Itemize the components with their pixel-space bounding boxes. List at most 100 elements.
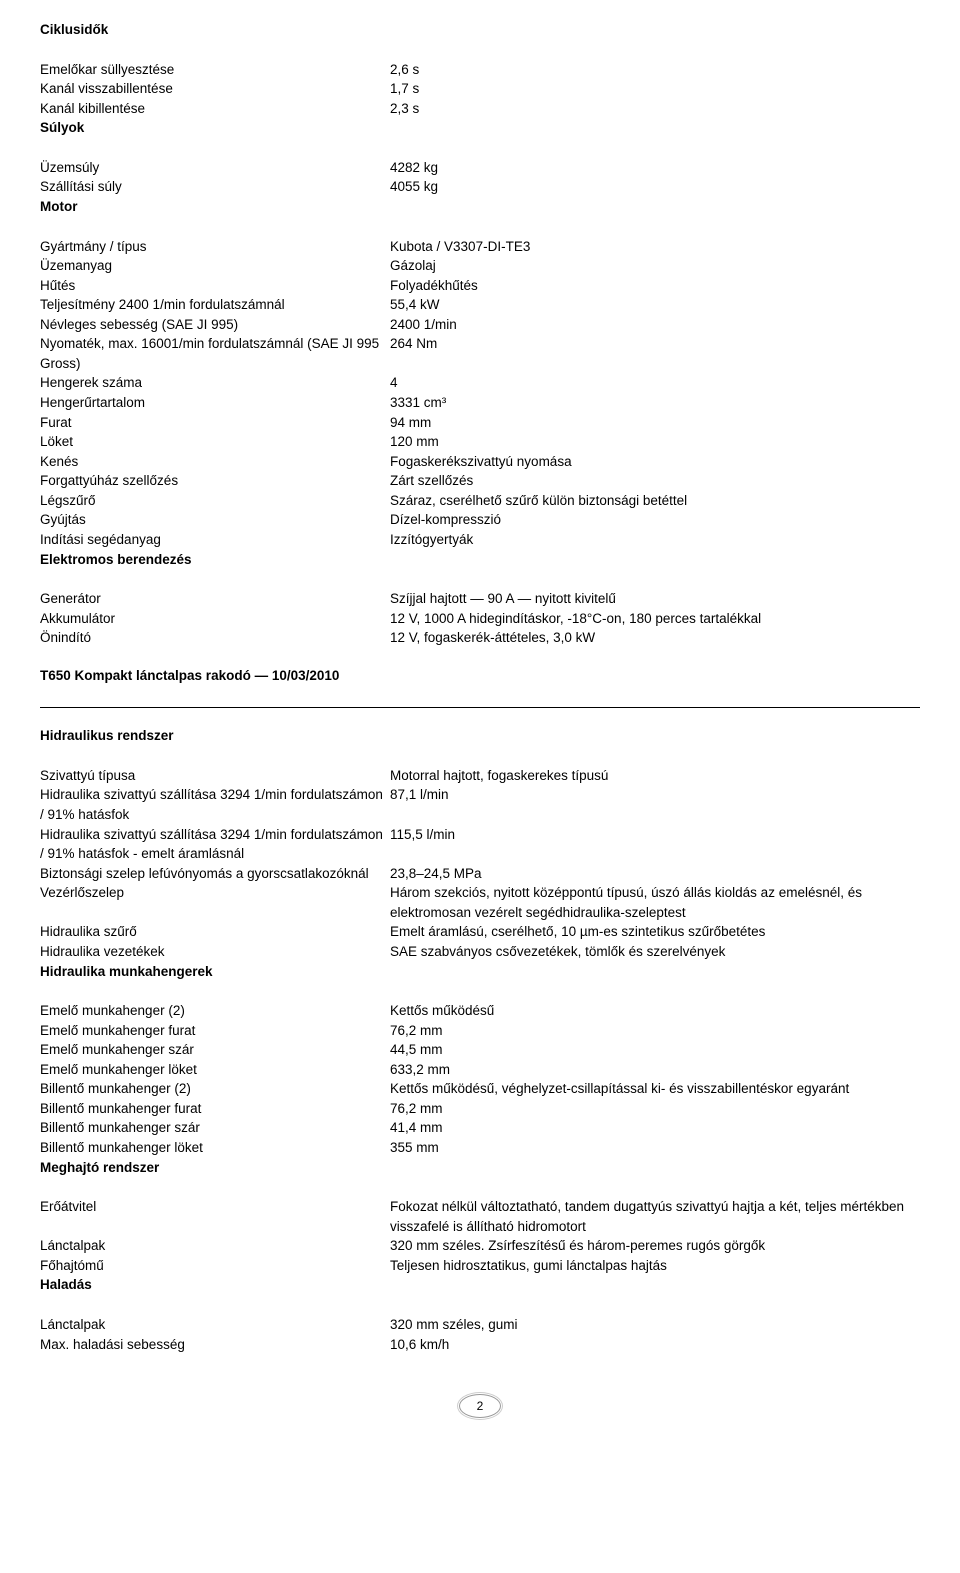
spec-row: Teljesítmény 2400 1/min fordulatszámnál5… [40, 295, 920, 315]
spec-row: Hidraulika szűrőEmelt áramlású, cserélhe… [40, 922, 920, 942]
section-title-meghajto: Meghajtó rendszer [40, 1158, 920, 1178]
spec-row: Kanál visszabillentése1,7 s [40, 79, 920, 99]
spec-row: Emelő munkahenger furat76,2 mm [40, 1021, 920, 1041]
spec-label: Üzemsúly [40, 158, 390, 178]
section-title-ciklusidok: Ciklusidők [40, 20, 920, 40]
spec-value: Gázolaj [390, 256, 920, 276]
spec-row: Akkumulátor12 V, 1000 A hidegindításkor,… [40, 609, 920, 629]
spec-row: Emelő munkahenger löket633,2 mm [40, 1060, 920, 1080]
section-title-haladas: Haladás [40, 1275, 920, 1295]
spec-label: Hidraulika szűrő [40, 922, 390, 942]
section-title-motor: Motor [40, 197, 920, 217]
spec-value: Fokozat nélkül változtatható, tandem dug… [390, 1197, 920, 1236]
spec-value: 12 V, 1000 A hidegindításkor, -18°C-on, … [390, 609, 920, 629]
spec-value: 2,3 s [390, 99, 920, 119]
spec-label: Üzemanyag [40, 256, 390, 276]
spec-row: FőhajtóműTeljesen hidrosztatikus, gumi l… [40, 1256, 920, 1276]
spec-value: 320 mm széles, gumi [390, 1315, 920, 1335]
spec-label: Gyártmány / típus [40, 237, 390, 257]
spec-value: 10,6 km/h [390, 1335, 920, 1355]
spec-row: VezérlőszelepHárom szekciós, nyitott köz… [40, 883, 920, 922]
spec-value: Izzítógyertyák [390, 530, 920, 550]
section-title-elektromos: Elektromos berendezés [40, 550, 920, 570]
spec-row: Furat94 mm [40, 413, 920, 433]
spec-label: Lánctalpak [40, 1236, 390, 1256]
spec-row: ErőátvitelFokozat nélkül változtatható, … [40, 1197, 920, 1236]
spec-label: Kanál visszabillentése [40, 79, 390, 99]
spec-label: Generátor [40, 589, 390, 609]
spec-label: Akkumulátor [40, 609, 390, 629]
spec-label: Szállítási súly [40, 177, 390, 197]
spec-value: 4055 kg [390, 177, 920, 197]
spec-label: Önindító [40, 628, 390, 648]
spec-row: Gyártmány / típusKubota / V3307-DI-TE3 [40, 237, 920, 257]
spec-label: Vezérlőszelep [40, 883, 390, 903]
spec-label: Légszűrő [40, 491, 390, 511]
spec-value: 264 Nm [390, 334, 920, 354]
spec-label: Billentő munkahenger furat [40, 1099, 390, 1119]
spec-value: Emelt áramlású, cserélhető, 10 µm-es szi… [390, 922, 920, 942]
spec-label: Billentő munkahenger löket [40, 1138, 390, 1158]
spec-value: SAE szabványos csővezetékek, tömlők és s… [390, 942, 920, 962]
spec-row: Lánctalpak320 mm széles, gumi [40, 1315, 920, 1335]
spec-value: 320 mm széles. Zsírfeszítésű és három-pe… [390, 1236, 920, 1256]
spec-row: Lánctalpak320 mm széles. Zsírfeszítésű é… [40, 1236, 920, 1256]
spec-label: Indítási segédanyag [40, 530, 390, 550]
spec-row: Hidraulika szivattyú szállítása 3294 1/m… [40, 785, 920, 824]
spec-value: 4 [390, 373, 920, 393]
spec-value: 55,4 kW [390, 295, 920, 315]
section-title-sulyok: Súlyok [40, 118, 920, 138]
spec-label: Lánctalpak [40, 1315, 390, 1335]
spec-row: Hidraulika szivattyú szállítása 3294 1/m… [40, 825, 920, 864]
spec-label: Emelőkar süllyesztése [40, 60, 390, 80]
section-divider [40, 707, 920, 708]
spec-row: Kanál kibillentése2,3 s [40, 99, 920, 119]
spec-label: Forgattyúház szellőzés [40, 471, 390, 491]
spec-label: Teljesítmény 2400 1/min fordulatszámnál [40, 295, 390, 315]
spec-value: Motorral hajtott, fogaskerekes típusú [390, 766, 920, 786]
spec-row: Hengerűrtartalom3331 cm³ [40, 393, 920, 413]
spec-row: Hidraulika vezetékekSAE szabványos csőve… [40, 942, 920, 962]
spec-row: Max. haladási sebesség10,6 km/h [40, 1335, 920, 1355]
spec-row: Emelő munkahenger szár44,5 mm [40, 1040, 920, 1060]
spec-row: Önindító12 V, fogaskerék-áttételes, 3,0 … [40, 628, 920, 648]
spec-value: 120 mm [390, 432, 920, 452]
spec-value: Dízel-kompresszió [390, 510, 920, 530]
spec-row: Hengerek száma4 [40, 373, 920, 393]
spec-value: Kettős működésű [390, 1001, 920, 1021]
spec-label: Kenés [40, 452, 390, 472]
spec-value: Száraz, cserélhető szűrő külön biztonság… [390, 491, 920, 511]
spec-value: Teljesen hidrosztatikus, gumi lánctalpas… [390, 1256, 920, 1276]
spec-label: Névleges sebesség (SAE JI 995) [40, 315, 390, 335]
spec-label: Hidraulika szivattyú szállítása 3294 1/m… [40, 785, 390, 824]
spec-row: Emelőkar süllyesztése2,6 s [40, 60, 920, 80]
page-number-container: 2 [40, 1394, 920, 1418]
section-title-hidraulikus: Hidraulikus rendszer [40, 726, 920, 746]
spec-value: 115,5 l/min [390, 825, 920, 845]
spec-label: Gyújtás [40, 510, 390, 530]
spec-label: Billentő munkahenger szár [40, 1118, 390, 1138]
spec-row: Billentő munkahenger szár41,4 mm [40, 1118, 920, 1138]
spec-value: 76,2 mm [390, 1021, 920, 1041]
spec-value: 12 V, fogaskerék-áttételes, 3,0 kW [390, 628, 920, 648]
spec-row: GyújtásDízel-kompresszió [40, 510, 920, 530]
spec-value: Fogaskerékszivattyú nyomása [390, 452, 920, 472]
spec-row: Billentő munkahenger furat76,2 mm [40, 1099, 920, 1119]
spec-value: Szíjjal hajtott — 90 A — nyitott kivitel… [390, 589, 920, 609]
spec-value: 633,2 mm [390, 1060, 920, 1080]
spec-value: 44,5 mm [390, 1040, 920, 1060]
spec-label: Hengerek száma [40, 373, 390, 393]
spec-row: Biztonsági szelep lefúvónyomás a gyorscs… [40, 864, 920, 884]
spec-label: Emelő munkahenger szár [40, 1040, 390, 1060]
spec-label: Emelő munkahenger löket [40, 1060, 390, 1080]
spec-label: Nyomaték, max. 16001/min fordulatszámnál… [40, 334, 390, 373]
spec-label: Kanál kibillentése [40, 99, 390, 119]
spec-row: Billentő munkahenger löket355 mm [40, 1138, 920, 1158]
spec-value: Három szekciós, nyitott középpontú típus… [390, 883, 920, 922]
spec-row: ÜzemanyagGázolaj [40, 256, 920, 276]
spec-row: HűtésFolyadékhűtés [40, 276, 920, 296]
spec-value: 41,4 mm [390, 1118, 920, 1138]
spec-value: Kettős működésű, véghelyzet-csillapításs… [390, 1079, 920, 1099]
spec-row: Billentő munkahenger (2)Kettős működésű,… [40, 1079, 920, 1099]
spec-value: 355 mm [390, 1138, 920, 1158]
